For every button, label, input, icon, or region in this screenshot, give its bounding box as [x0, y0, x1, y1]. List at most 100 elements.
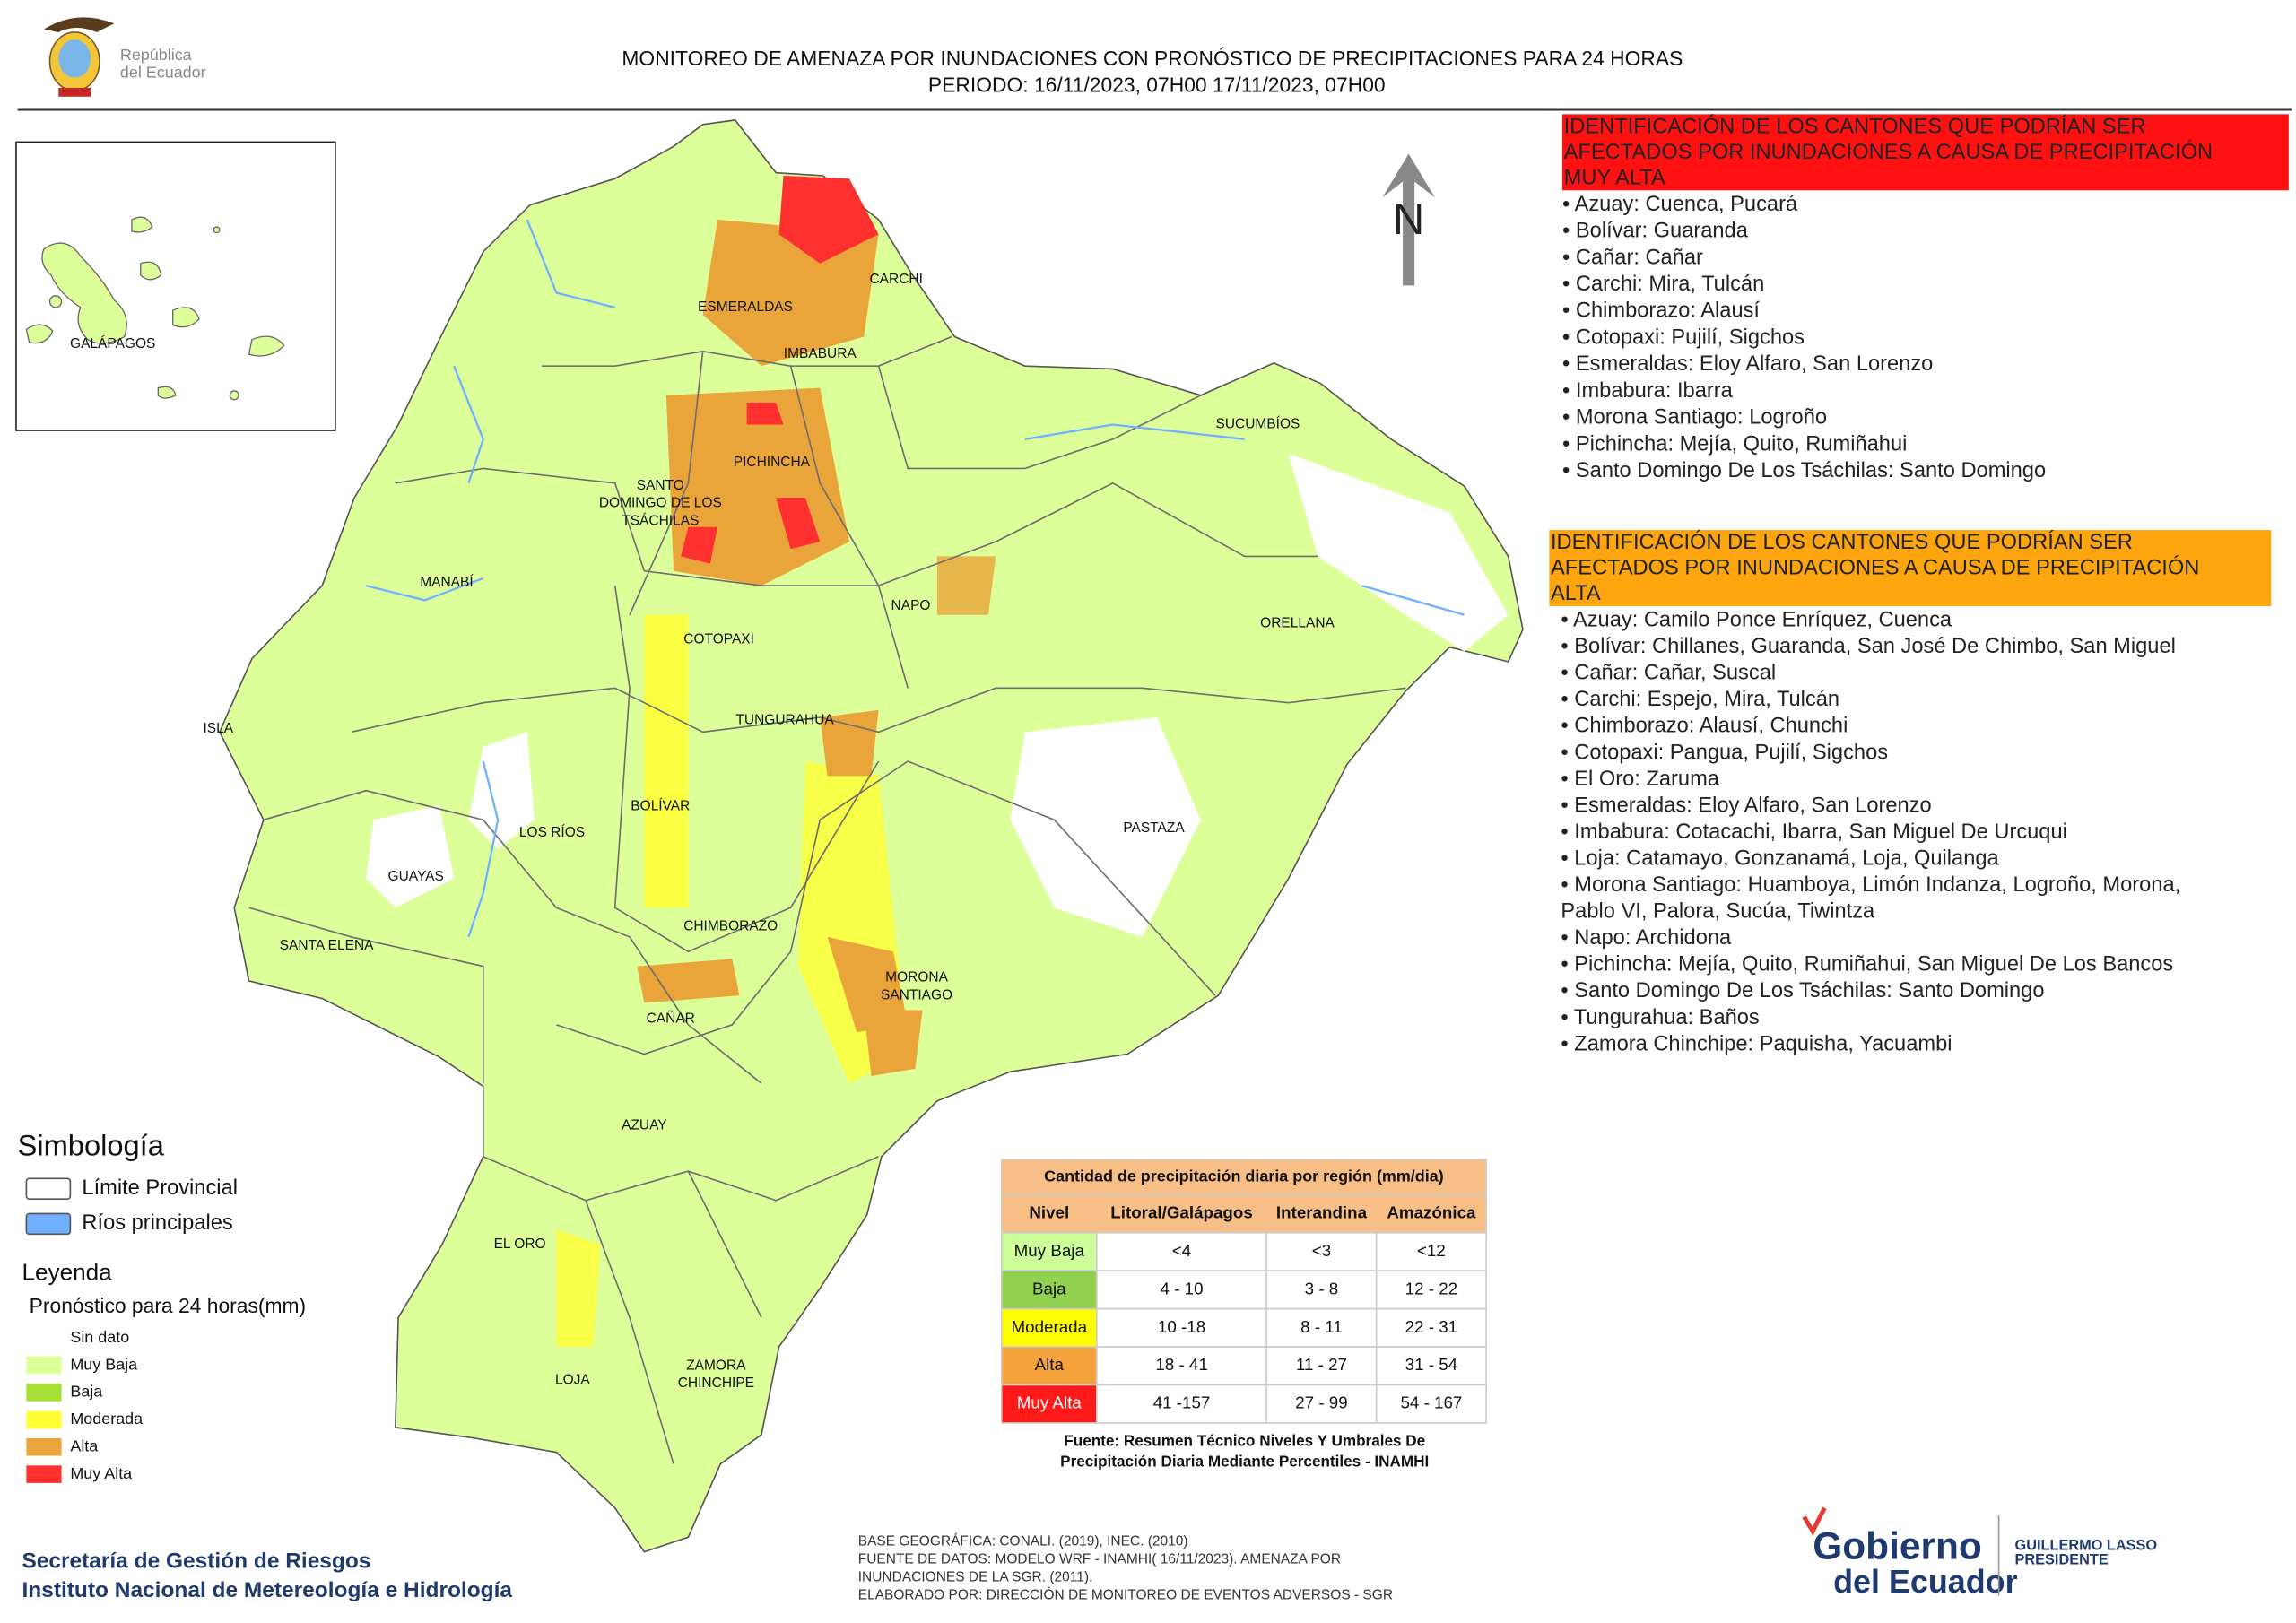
province-label: SANTA ELENA — [280, 938, 374, 953]
credit-line: INUNDACIONES DE LA SGR. (2011). — [858, 1569, 1093, 1584]
province-label: SANTIAGO — [881, 987, 952, 1002]
legend-label: Muy Baja — [70, 1355, 137, 1373]
province-label: MANABÍ — [420, 575, 474, 590]
table-cell — [1375, 1384, 1487, 1424]
table-cell-text: Muy Alta — [1017, 1393, 1083, 1412]
table-cell — [1000, 1307, 1098, 1348]
table-cell — [1265, 1307, 1378, 1348]
table-cell-text: Alta — [1035, 1355, 1065, 1374]
province-label: CARCHI — [869, 272, 922, 287]
panel-item: • Tungurahua: Baños — [1561, 1006, 1759, 1029]
north-label: N — [1393, 195, 1424, 244]
panel-item: • Chimborazo: Alausí — [1562, 299, 1760, 323]
logo-text: República — [120, 46, 192, 64]
table-header: Nivel — [1029, 1202, 1069, 1221]
table-cell-text: Muy Baja — [1014, 1241, 1085, 1260]
panel-item: • Loja: Catamayo, Gonzanamá, Loja, Quila… — [1561, 846, 1999, 870]
gov-mark — [1802, 1506, 1827, 1536]
province-label: TUNGURAHUA — [735, 712, 834, 727]
panel-title: IDENTIFICACIÓN DE LOS CANTONES QUE PODRÍ… — [1564, 114, 2146, 138]
credit-line: FUENTE DE DATOS: MODELO WRF - INAMHI( 16… — [858, 1551, 1341, 1567]
table-header-bg — [1000, 1193, 1487, 1234]
leyenda-title: Leyenda — [22, 1258, 112, 1285]
panel-item: • El Oro: Zaruma — [1561, 768, 1719, 791]
legend-swatch — [26, 1329, 62, 1348]
table-cell — [1000, 1231, 1098, 1271]
panel-item: • Bolívar: Guaranda — [1562, 220, 1749, 243]
panel-item: • Pichincha: Mejía, Quito, Rumiñahui, Sa… — [1561, 953, 2173, 976]
table-cell-text: 54 - 167 — [1400, 1393, 1462, 1412]
table-cell-text: 31 - 54 — [1405, 1355, 1457, 1374]
province-label: SUCUMBÍOS — [1216, 417, 1300, 432]
legend-swatch — [26, 1410, 62, 1429]
table-cell-text: <4 — [1172, 1241, 1191, 1260]
panel-item: • Bolívar: Chillanes, Guaranda, San José… — [1561, 635, 2175, 658]
panel-item: • Imbabura: Cotacachi, Ibarra, San Migue… — [1561, 820, 2066, 844]
table-cell — [1375, 1231, 1487, 1271]
province-label: CHIMBORAZO — [683, 919, 778, 934]
org-line: Secretaría de Gestión de Riesgos — [22, 1549, 370, 1574]
legend-swatch — [26, 1437, 62, 1456]
title: MONITOREO DE AMENAZA POR INUNDACIONES CO… — [622, 47, 1683, 70]
panel-item: • Santo Domingo De Los Tsáchilas: Santo … — [1562, 459, 2046, 482]
period: PERIODO: 16/11/2023, 07H00 17/11/2023, 0… — [928, 73, 1386, 96]
table-cell-text: Baja — [1032, 1279, 1066, 1298]
panel-item: • Chimborazo: Alausí, Chunchi — [1561, 715, 1848, 738]
province-label: MORONA — [885, 970, 948, 985]
table-cell-text: 12 - 22 — [1405, 1279, 1457, 1298]
panel-item: • Santo Domingo De Los Tsáchilas: Santo … — [1561, 979, 2044, 1002]
table-cell — [1375, 1346, 1487, 1386]
table-cell-text: 8 - 11 — [1300, 1317, 1343, 1336]
no-data-areas — [366, 454, 1509, 937]
rivers — [365, 219, 1465, 938]
panel-item: • Pichincha: Mejía, Quito, Rumiñahui — [1562, 432, 1907, 456]
legend-label: Alta — [70, 1436, 98, 1454]
table-header: Litoral/Galápagos — [1110, 1202, 1253, 1221]
table-cell-text: 41 -157 — [1153, 1393, 1211, 1412]
symbol-swatch — [25, 1212, 72, 1236]
table-cell — [1265, 1384, 1378, 1424]
panel-item: • Esmeraldas: Eloy Alfaro, San Lorenzo — [1561, 794, 1931, 817]
logo-text: del Ecuador — [120, 63, 206, 81]
table-cell — [1096, 1270, 1268, 1310]
credit-line: ELABORADO POR: DIRECCIÓN DE MONITOREO DE… — [858, 1588, 1393, 1603]
province-label: PICHINCHA — [734, 455, 811, 470]
table-cell — [1375, 1307, 1487, 1348]
table-cell-text: 11 - 27 — [1296, 1355, 1347, 1374]
province-label: GUAYAS — [388, 869, 444, 884]
table-title: Cantidad de precipitación diaria por reg… — [1044, 1167, 1444, 1185]
table-cell-text: 10 -18 — [1158, 1317, 1205, 1336]
north-arrow — [1382, 153, 1435, 286]
province-label: TSÁCHILAS — [622, 513, 699, 528]
province-label: IMBABURA — [784, 346, 857, 361]
legend-swatch — [26, 1384, 62, 1402]
province-label: CAÑAR — [647, 1011, 695, 1026]
republic-logo — [43, 17, 115, 97]
table-cell — [1000, 1384, 1098, 1424]
leyenda-subtitle: Pronóstico para 24 horas(mm) — [30, 1294, 307, 1317]
province-label: SANTO — [637, 478, 684, 493]
panel-item: Pablo VI, Palora, Sucúa, Tiwintza — [1561, 900, 1875, 924]
province-label: ESMERALDAS — [698, 299, 793, 315]
table-cell-text: <3 — [1312, 1241, 1331, 1260]
province-label: PASTAZA — [1123, 820, 1185, 836]
province-label: ISLA — [203, 721, 233, 736]
panel-item: • Cotopaxi: Pangua, Pujilí, Sigchos — [1561, 741, 1888, 764]
panel-item: • Zamora Chinchipe: Paquisha, Yacuambi — [1561, 1032, 1952, 1055]
panel-title: MUY ALTA — [1564, 166, 1665, 189]
very-high-title-bg — [1562, 114, 2289, 191]
panel-item: • Morona Santiago: Huamboya, Limón Indan… — [1561, 873, 2180, 897]
panel-item: • Carchi: Espejo, Mira, Tulcán — [1561, 688, 1839, 711]
table-header: Amazónica — [1387, 1202, 1476, 1221]
province-label: ZAMORA — [686, 1358, 746, 1373]
panel-item: • Morona Santiago: Logroño — [1562, 406, 1827, 430]
legend-label: Baja — [70, 1383, 102, 1401]
panel-title: AFECTADOS POR INUNDACIONES A CAUSA DE PR… — [1564, 140, 2213, 164]
gov-logo: del Ecuador — [1833, 1563, 2018, 1600]
legend-label: Sin dato — [70, 1328, 129, 1346]
panel-title: AFECTADOS POR INUNDACIONES A CAUSA DE PR… — [1551, 556, 2199, 580]
galapagos-islands — [25, 216, 285, 401]
panel-item: • Imbabura: Ibarra — [1562, 379, 1734, 403]
